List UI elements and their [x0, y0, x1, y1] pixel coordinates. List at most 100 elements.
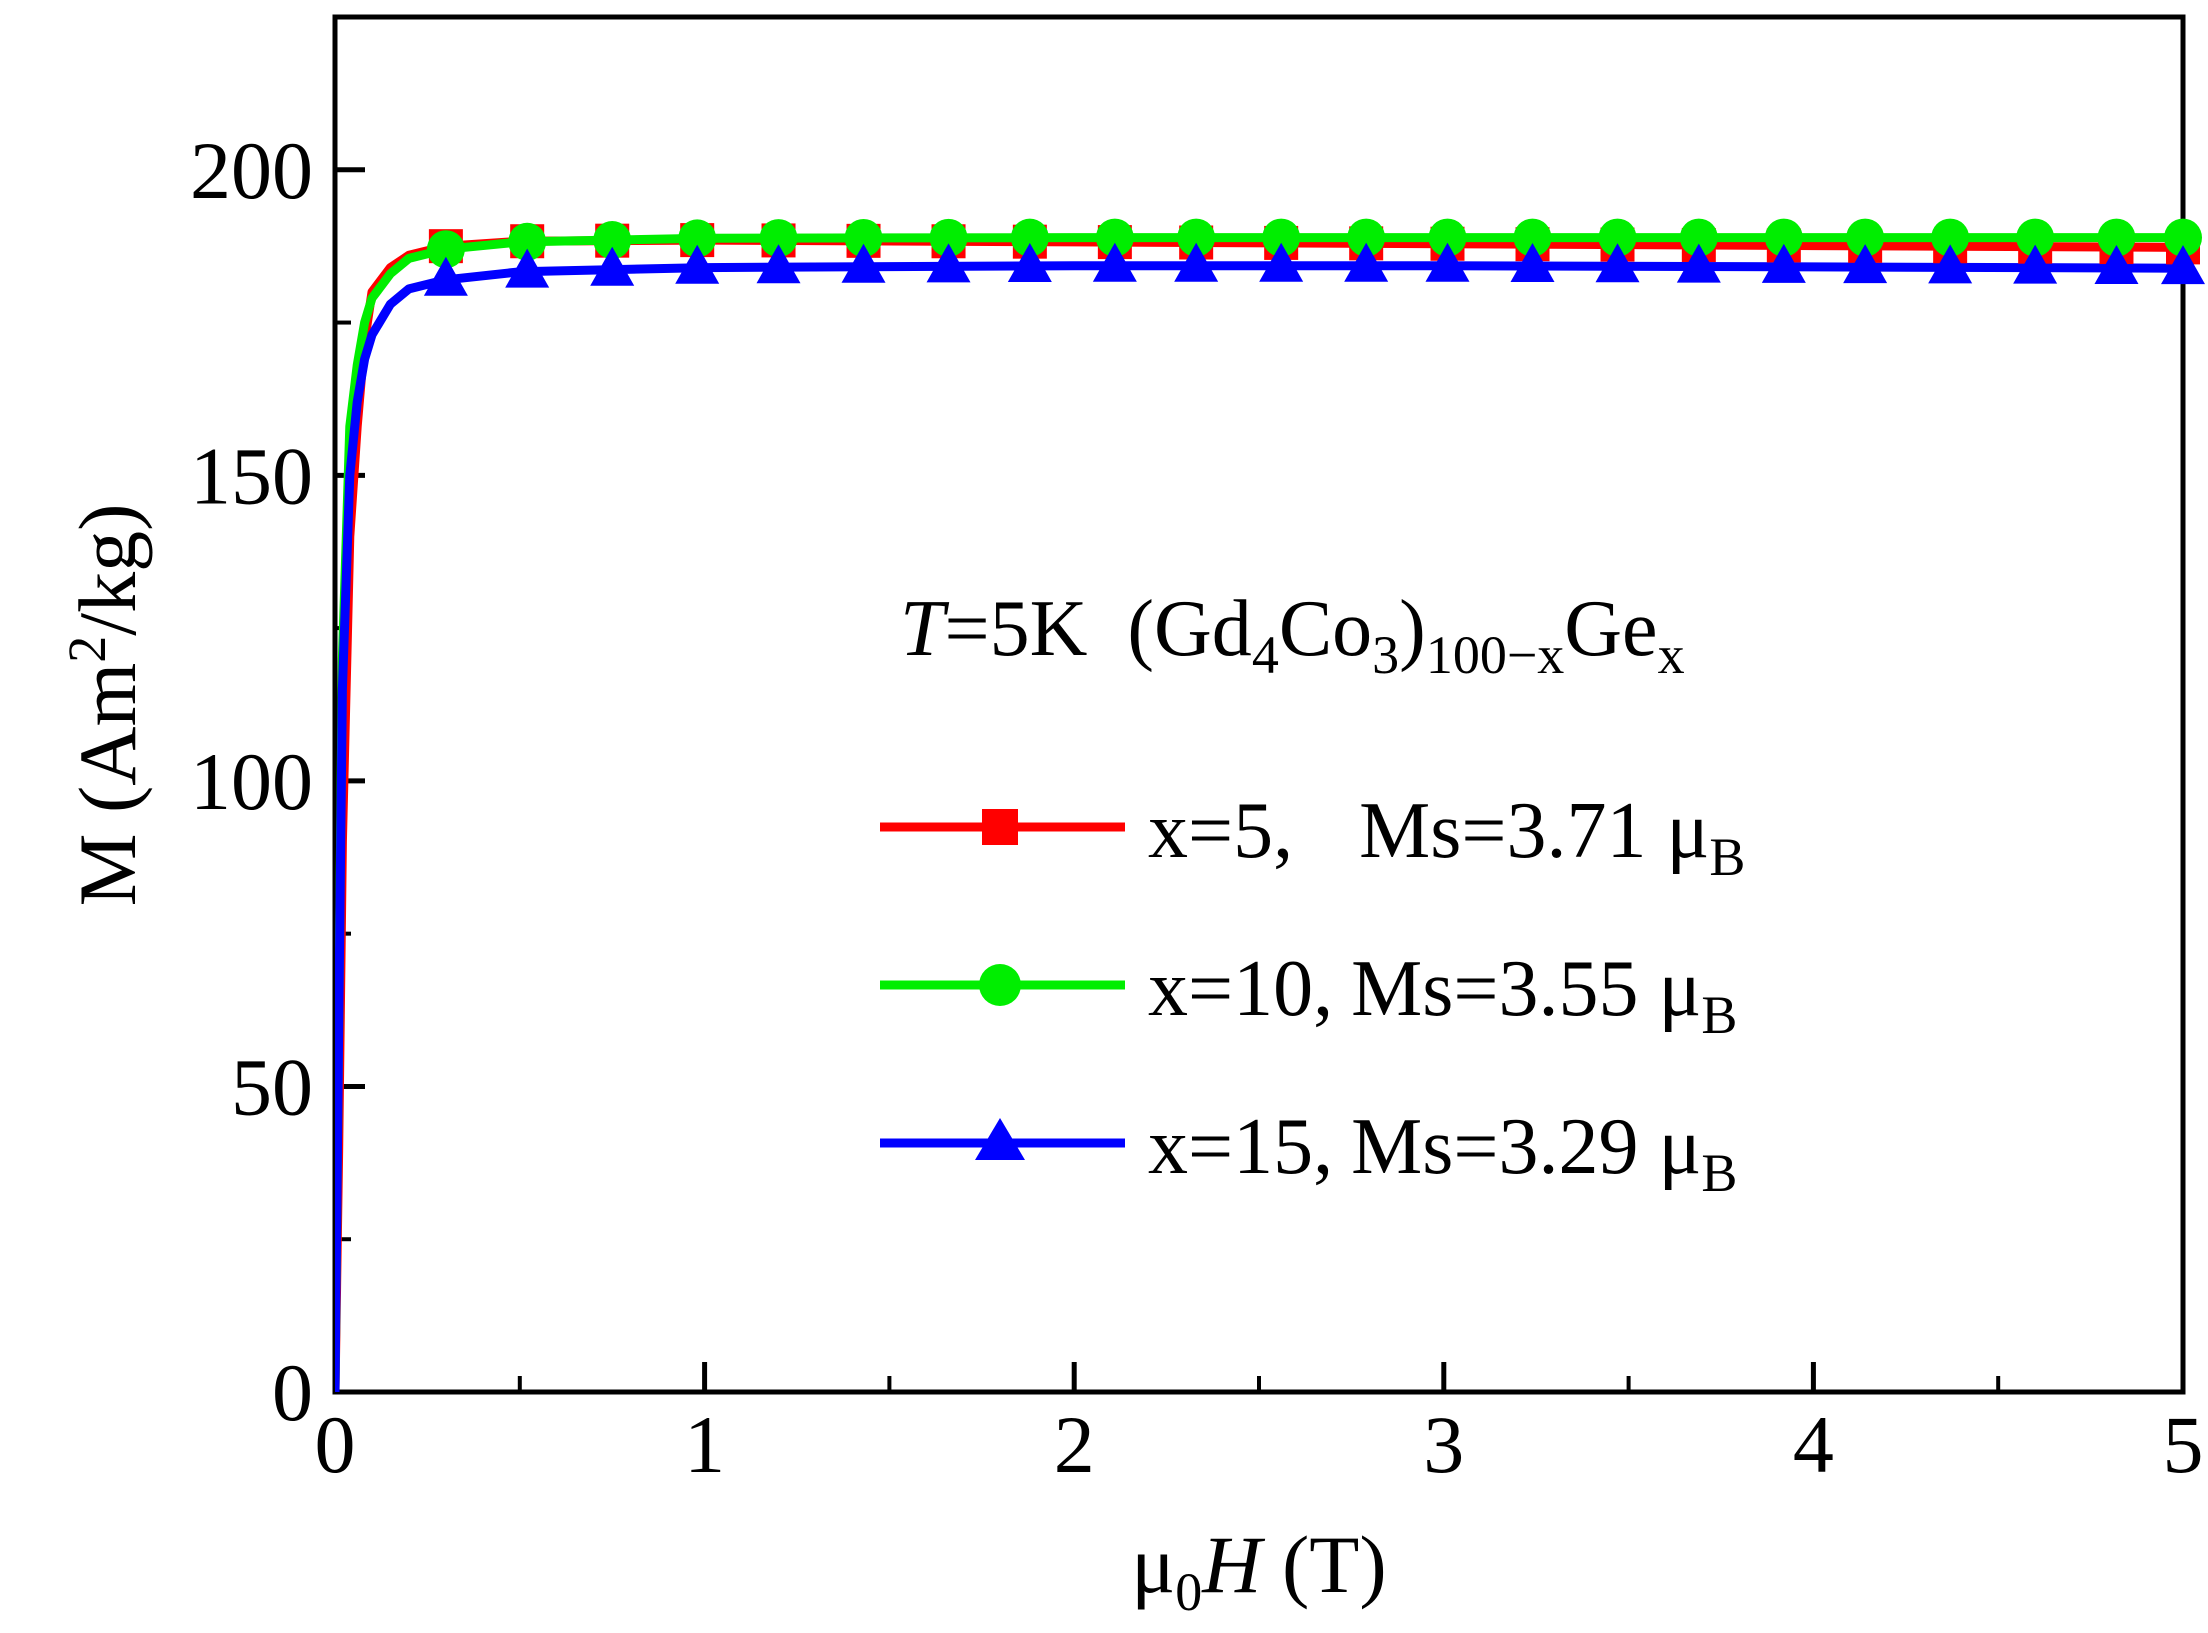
data-point-triangle: [2094, 244, 2139, 284]
data-point-triangle: [1092, 242, 1137, 282]
marker-layer: [423, 218, 2205, 296]
legend-label-x15-ms-sub: s: [1422, 1103, 1453, 1191]
data-point-circle: [1764, 218, 1803, 257]
y-tick-label: 50: [231, 1041, 313, 1132]
data-point-circle: [593, 221, 632, 260]
legend-label-x15: x=15, Ms=3.29 μB: [1148, 1103, 1737, 1203]
legend-label-x10-unit-sub: B: [1701, 985, 1737, 1045]
data-point-triangle: [1843, 244, 1888, 284]
data-point-circle: [1598, 218, 1637, 257]
legend-label-x5-value: =3.71 μ: [1461, 787, 1709, 875]
legend-entry-x10: x=10, Ms=3.55 μB: [880, 945, 1737, 1045]
data-point-circle: [1679, 218, 1718, 257]
legend-label-x10-x: x=10,: [1148, 945, 1333, 1033]
x-tick-label: 0: [315, 1399, 356, 1490]
data-point-circle: [678, 219, 717, 258]
legend-marker-triangle: [975, 1118, 1025, 1160]
legend-label-x5-x: x=5,: [1148, 787, 1293, 875]
x-tick-label: 5: [2163, 1399, 2204, 1490]
legend-label-x15-unit-sub: B: [1701, 1143, 1737, 1203]
data-point-circle: [508, 222, 547, 261]
data-point-triangle: [2161, 245, 2205, 285]
series-line-x15: [335, 261, 2183, 1392]
data-point-circle: [929, 218, 968, 257]
data-point-circle: [426, 230, 465, 269]
data-point-circle: [1931, 218, 1970, 257]
data-point-circle: [1010, 218, 1049, 257]
y-axis-title-tail: /kg): [62, 504, 153, 636]
data-point-triangle: [675, 244, 720, 284]
data-point-circle: [844, 218, 883, 257]
legend-label-x15-ms: M: [1351, 1103, 1422, 1191]
legend-label-x5-ms-sub: s: [1430, 787, 1461, 875]
legend-label-x15-value: =3.29 μ: [1453, 1103, 1701, 1191]
data-point-circle: [1262, 218, 1301, 257]
annotation-formula-sub4: x: [1658, 625, 1685, 685]
data-point-circle: [759, 219, 798, 258]
annotation-formula: T=5K (Gd4Co3)100−xGex: [900, 585, 1685, 685]
x-axis-title: μ0H (T): [1131, 1519, 1386, 1622]
y-tick-label: 200: [190, 125, 313, 216]
legend-marker-circle: [979, 964, 1021, 1006]
y-tick-label: 100: [190, 736, 313, 827]
annotation-formula-co: Co: [1279, 585, 1372, 673]
x-tick-label: 4: [1793, 1399, 1834, 1490]
data-point-triangle: [1761, 243, 1806, 283]
data-point-triangle: [1510, 243, 1555, 283]
series-layer: [335, 233, 2183, 1392]
legend-label-x5-ms: M: [1359, 787, 1430, 875]
legend-label-x10-value: =3.55 μ: [1453, 945, 1701, 1033]
annotation-formula-sub2: 3: [1372, 625, 1399, 685]
x-axis-title-prefix: μ: [1131, 1519, 1175, 1610]
data-point-triangle: [1259, 242, 1304, 282]
legend-entry-x15: x=15, Ms=3.29 μB: [880, 1103, 1737, 1203]
y-tick-label: 150: [190, 430, 313, 521]
data-point-circle: [1347, 218, 1386, 257]
data-point-triangle: [1676, 243, 1721, 283]
legend-entry-x5: x=5, Ms=3.71 μB: [880, 787, 1745, 887]
data-point-triangle: [590, 246, 635, 286]
data-point-circle: [1095, 218, 1134, 257]
data-point-triangle: [926, 243, 971, 283]
data-point-triangle: [1425, 242, 1470, 282]
y-axis-title-sup: 2: [57, 636, 117, 663]
data-point-triangle: [423, 256, 468, 296]
legend-label-x10: x=10, Ms=3.55 μB: [1148, 945, 1737, 1045]
annotation-temperature-value: =5K: [945, 585, 1088, 673]
data-point-triangle: [841, 243, 886, 283]
legend-label-x10-ms: M: [1351, 945, 1422, 1033]
y-tick-label: 0: [272, 1347, 313, 1438]
data-point-circle: [1513, 218, 1552, 257]
data-point-circle: [2097, 218, 2136, 257]
axis-ticks: [332, 167, 2186, 1395]
data-point-triangle: [505, 248, 550, 288]
legend-label-x5: x=5, Ms=3.71 μB: [1148, 787, 1745, 887]
data-point-circle: [1177, 218, 1216, 257]
legend-label-x10-ms-sub: s: [1422, 945, 1453, 1033]
data-point-triangle: [1344, 242, 1389, 282]
data-point-triangle: [1595, 243, 1640, 283]
annotation-formula-sub3: 100−x: [1426, 625, 1564, 685]
data-point-triangle: [2013, 244, 2058, 284]
annotation-formula-sub1: 4: [1252, 625, 1279, 685]
annotation-formula-open: (Gd: [1127, 585, 1251, 673]
data-point-circle: [1428, 218, 1467, 257]
data-point-triangle: [756, 244, 801, 284]
y-axis-title: M (Am2/kg): [57, 504, 153, 907]
annotation-formula-close: ): [1399, 585, 1426, 673]
legend: x=5, Ms=3.71 μB x=10, Ms=3.55 μB x=15, Ms=3…: [880, 787, 1745, 1203]
x-axis-title-prefix-sub: 0: [1175, 1562, 1202, 1622]
x-axis-title-symbol: H: [1201, 1519, 1265, 1610]
x-tick-label: 3: [1423, 1399, 1464, 1490]
legend-label-x15-x: x=15,: [1148, 1103, 1333, 1191]
data-point-triangle: [1928, 244, 1973, 284]
legend-label-x5-unit-sub: B: [1709, 827, 1745, 887]
annotation-formula-ge: Ge: [1564, 585, 1657, 673]
y-axis-title-main: M (Am: [62, 663, 153, 907]
data-point-circle: [2164, 218, 2202, 257]
x-tick-label: 2: [1054, 1399, 1095, 1490]
annotation-temperature-symbol: T: [900, 585, 950, 673]
legend-marker-square: [982, 809, 1018, 845]
